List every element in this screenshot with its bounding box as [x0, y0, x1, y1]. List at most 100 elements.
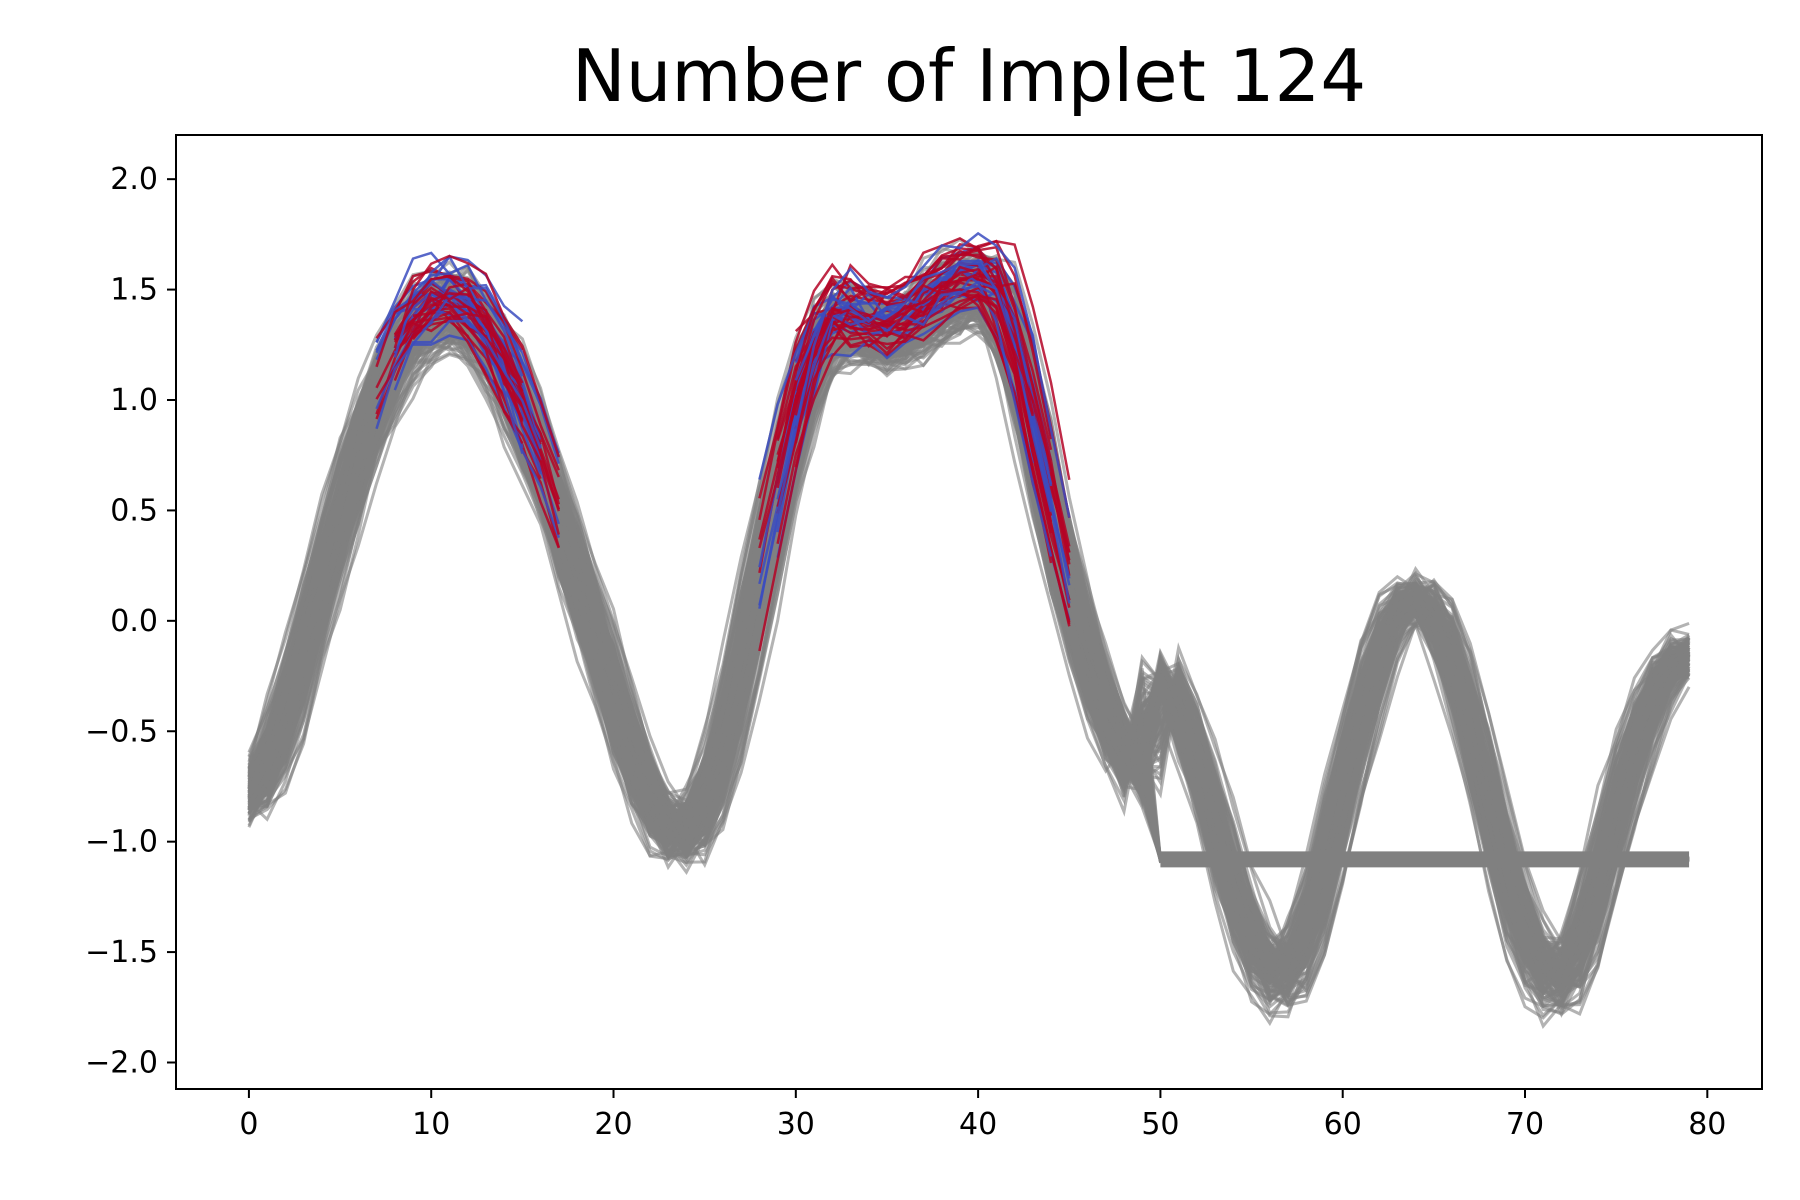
series-line: [247, 288, 1690, 1002]
series-line: [247, 272, 1690, 984]
series-line: [247, 276, 1690, 954]
series-line: [247, 270, 1690, 977]
implet-line: [776, 253, 1035, 462]
series-line: [247, 254, 1691, 1006]
implet-line: [375, 274, 524, 392]
series-line: [247, 286, 1690, 987]
series-line: [248, 274, 1690, 1010]
y-axis: −2.0 −1.5 −1.0 −0.5 0.0 0.5 1.0 1.5 2.0: [85, 162, 176, 1081]
series-line: [247, 274, 1691, 1006]
series-line: [248, 321, 1691, 966]
y-tick-label: −1.0: [85, 825, 158, 860]
x-tick-label: 80: [1688, 1107, 1726, 1142]
series-line: [247, 280, 1691, 1000]
series-line: [247, 252, 1691, 1008]
series-line: [247, 257, 1691, 996]
chart-title: Number of Implet 124: [571, 34, 1367, 118]
series-line: [247, 290, 1691, 980]
implet-line: [413, 334, 560, 539]
y-tick-label: 0.0: [110, 604, 158, 639]
series-line: [248, 275, 1691, 991]
series-line: [247, 278, 1690, 991]
series-line: [247, 289, 1690, 985]
series-line: [247, 270, 1690, 1008]
series-line: [248, 298, 1690, 971]
series-line: [248, 306, 1691, 973]
series-line: [247, 291, 1690, 999]
y-tick-label: 2.0: [110, 162, 158, 197]
implet-line: [375, 311, 524, 423]
series-line: [247, 312, 1690, 972]
series-line: [247, 263, 1690, 981]
series-line: [247, 268, 1690, 983]
series-line: [247, 271, 1690, 1018]
series-line: [248, 290, 1691, 978]
implet-highlight-lines: [375, 231, 1071, 652]
series-line: [247, 274, 1690, 993]
implet-line: [758, 240, 1071, 652]
series-line: [247, 266, 1691, 985]
series-line: [247, 285, 1691, 995]
implet-line: [393, 319, 542, 450]
series-line: [247, 267, 1690, 983]
implet-line: [375, 294, 560, 454]
series-line: [247, 289, 1690, 984]
series-line: [247, 263, 1690, 997]
series-line: [248, 289, 1691, 974]
series-line: [247, 283, 1691, 1005]
series-line: [247, 277, 1690, 992]
series-line: [248, 291, 1691, 989]
series-line: [248, 266, 1691, 991]
series-line: [247, 284, 1690, 980]
x-tick-label: 60: [1324, 1107, 1362, 1142]
series-line: [247, 283, 1691, 980]
series-line: [247, 298, 1691, 996]
series-line: [248, 284, 1691, 1002]
series-line: [247, 266, 1691, 1018]
implet-line: [393, 266, 524, 390]
series-line: [247, 262, 1690, 984]
series-line: [247, 270, 1690, 997]
series-line: [247, 300, 1690, 988]
series-line: [247, 262, 1690, 986]
series-line: [247, 288, 1690, 987]
implet-line: [776, 294, 1035, 514]
series-line: [248, 285, 1691, 981]
series-line: [247, 303, 1690, 948]
series-line: [247, 304, 1691, 987]
implet-line: [776, 292, 1071, 547]
series-line: [248, 300, 1691, 986]
series-line: [247, 278, 1690, 986]
series-line: [247, 280, 1690, 985]
series-line: [248, 305, 1691, 973]
series-line: [247, 292, 1690, 974]
series-line: [247, 260, 1690, 1006]
series-line: [247, 285, 1690, 974]
series-line: [247, 302, 1690, 973]
x-tick-label: 40: [959, 1107, 997, 1142]
series-line: [247, 267, 1691, 978]
series-line: [247, 255, 1690, 1030]
x-tick-label: 30: [777, 1107, 815, 1142]
series-line: [248, 275, 1691, 985]
series-line: [247, 288, 1691, 998]
y-tick-label: −1.5: [85, 935, 158, 970]
series-line: [247, 289, 1691, 973]
series-line: [248, 274, 1691, 1016]
x-tick-label: 70: [1506, 1107, 1544, 1142]
series-line: [247, 302, 1690, 992]
series-line: [248, 260, 1691, 1008]
series-line: [247, 275, 1690, 996]
y-tick-label: −0.5: [85, 714, 158, 749]
y-tick-label: 1.5: [110, 273, 158, 308]
series-line: [247, 284, 1690, 973]
x-tick-label: 0: [239, 1107, 258, 1142]
series-line: [247, 302, 1691, 987]
series-line: [247, 322, 1690, 971]
series-line: [247, 283, 1690, 1008]
series-line: [247, 286, 1690, 995]
series-line: [248, 297, 1690, 977]
series-lines: [247, 237, 1691, 1030]
series-line: [247, 264, 1690, 986]
